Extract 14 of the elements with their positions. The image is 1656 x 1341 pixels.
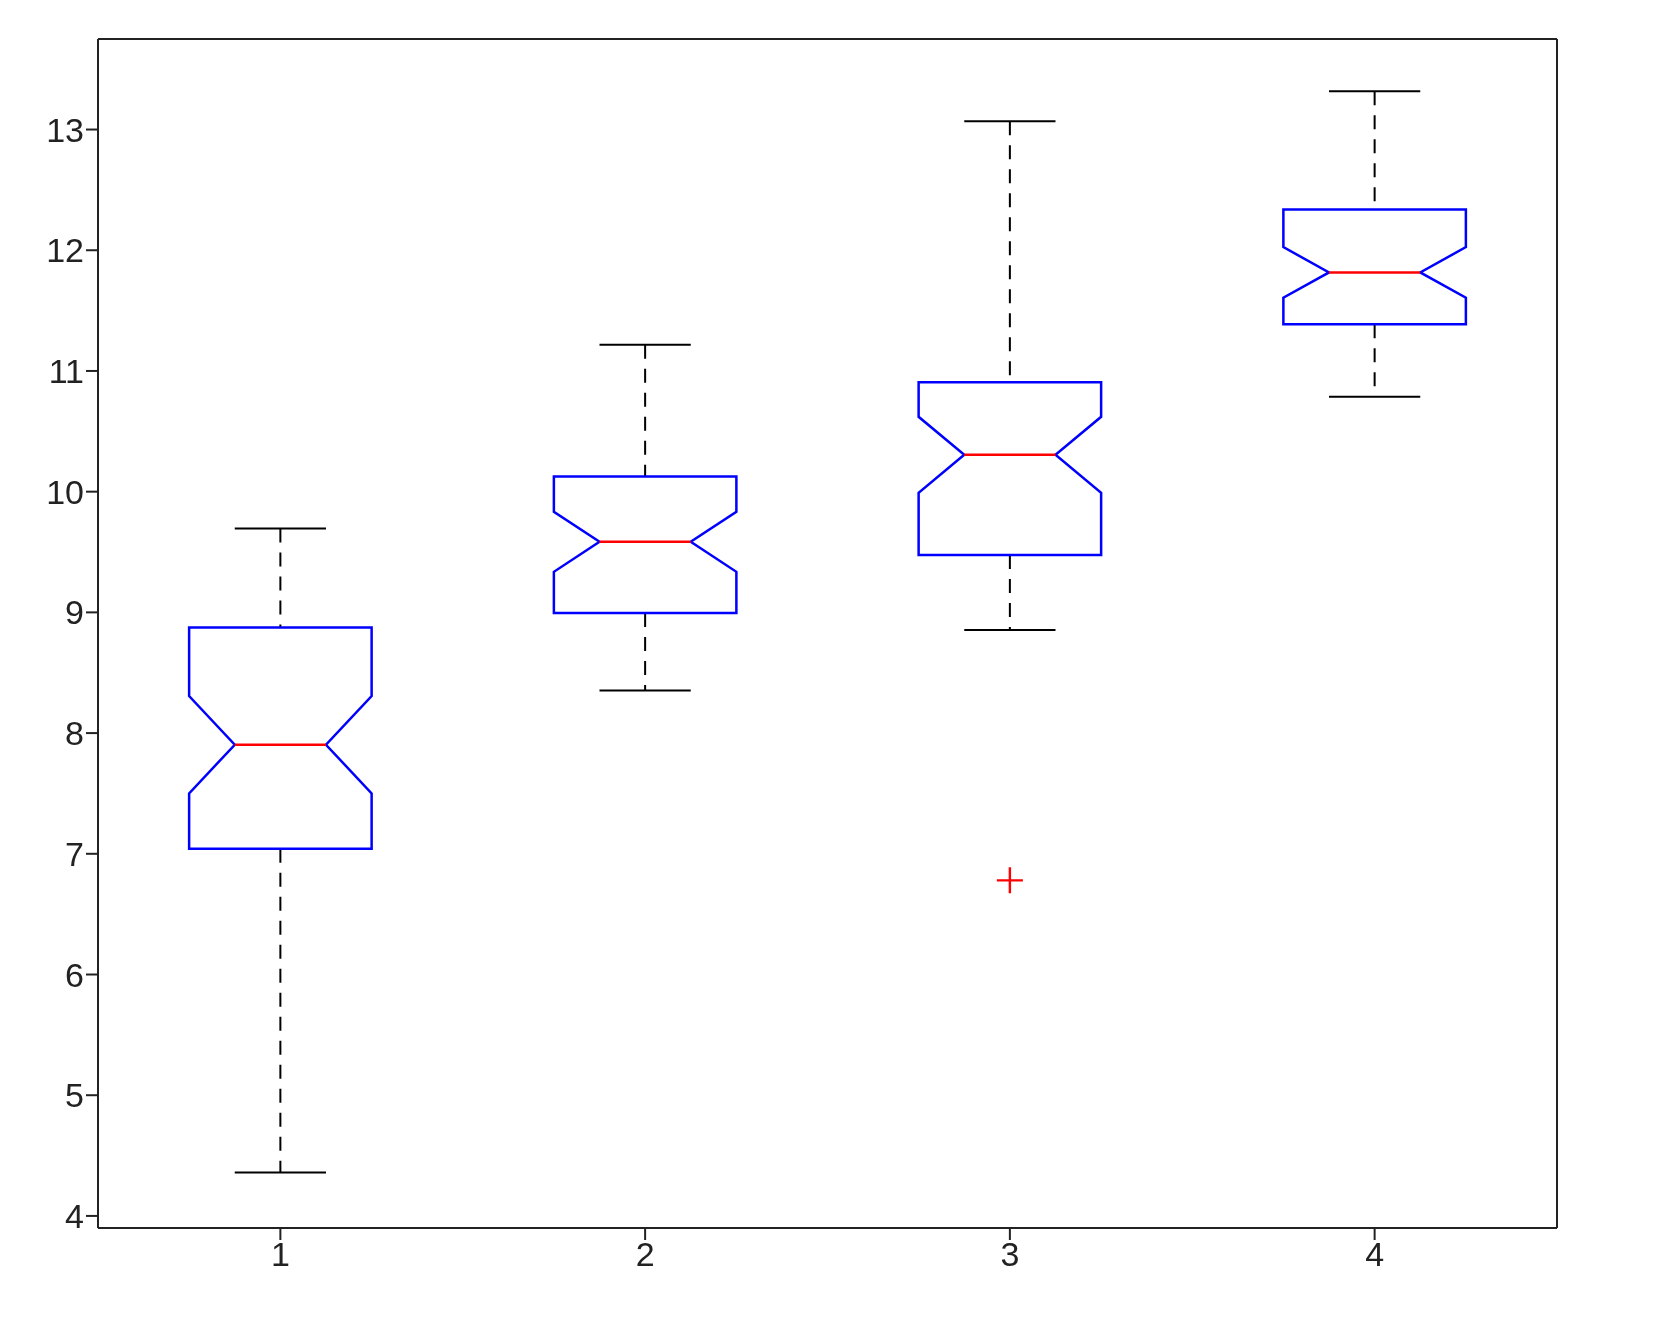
y-tick-label: 13 bbox=[46, 110, 84, 149]
y-tick-label: 11 bbox=[48, 352, 84, 391]
y-tick-label: 6 bbox=[65, 955, 84, 994]
x-tick-label: 4 bbox=[1365, 1235, 1385, 1274]
x-tick-label: 2 bbox=[635, 1235, 655, 1274]
y-tick-label: 5 bbox=[65, 1076, 84, 1115]
y-tick-label: 9 bbox=[65, 593, 84, 632]
x-tick-label: 1 bbox=[270, 1235, 290, 1274]
y-tick-label: 8 bbox=[65, 714, 84, 753]
y-tick-label: 10 bbox=[46, 472, 84, 511]
y-tick-label: 12 bbox=[46, 231, 84, 270]
x-tick-label: 3 bbox=[1000, 1235, 1020, 1274]
y-tick-label: 7 bbox=[65, 834, 84, 873]
y-tick-label: 4 bbox=[65, 1197, 84, 1235]
